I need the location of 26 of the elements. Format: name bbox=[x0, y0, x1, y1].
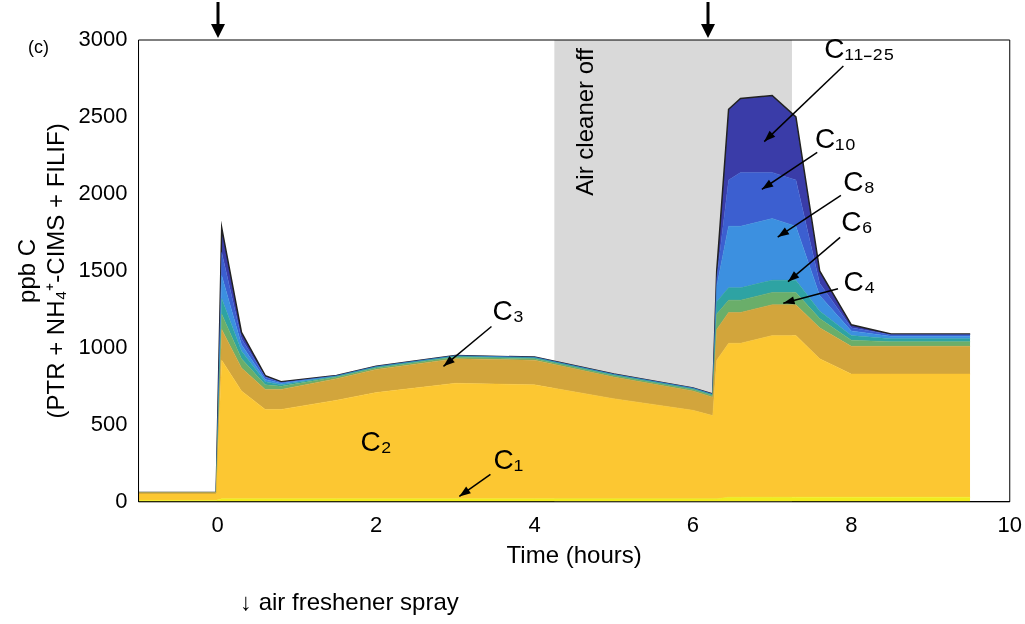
text: C₆ bbox=[841, 205, 873, 237]
x-tick-label: 8 bbox=[845, 512, 858, 538]
x-tick-label: 0 bbox=[211, 512, 224, 538]
x-tick-label: 2 bbox=[370, 512, 383, 538]
series-label: C₁ bbox=[493, 444, 524, 476]
y-axis-title: ppb C (PTR + NH₄⁺-CIMS + FILIF) bbox=[13, 123, 69, 419]
x-tick-label: 4 bbox=[528, 512, 541, 538]
series-label: C₄ bbox=[843, 265, 876, 297]
x-tick-label: 10 bbox=[997, 512, 1023, 538]
series-label: C₃ bbox=[492, 295, 525, 327]
y-tick-label: 1500 bbox=[78, 256, 128, 282]
y-tick-label: 500 bbox=[90, 410, 128, 436]
series-label: C₂ bbox=[360, 426, 392, 458]
x-tick-label: 6 bbox=[686, 512, 700, 538]
text: (c) bbox=[28, 36, 49, 57]
y-tick-label: 1000 bbox=[78, 333, 128, 359]
y-tick-label: 2500 bbox=[78, 103, 128, 129]
text: ↓ air freshener spray bbox=[240, 588, 459, 616]
y-tick-label: 0 bbox=[115, 487, 128, 513]
series-label: C₈ bbox=[843, 165, 876, 197]
y-tick-label: 3000 bbox=[78, 26, 128, 52]
y-tick-label: 2000 bbox=[78, 180, 128, 205]
x-axis-title: Time (hours) bbox=[506, 541, 642, 569]
text: C₁₁₋₂₅ bbox=[824, 33, 895, 65]
band-label: Air cleaner off bbox=[570, 47, 598, 196]
series-label: C₁₀ bbox=[814, 122, 857, 154]
